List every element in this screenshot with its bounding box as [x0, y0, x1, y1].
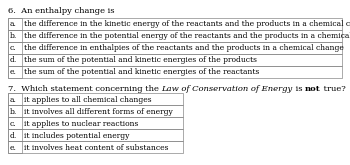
Text: b.: b.: [10, 108, 17, 115]
Text: the difference in the potential energy of the reactants and the products in a ch: the difference in the potential energy o…: [24, 33, 350, 40]
Bar: [8, 42, 22, 54]
Bar: [8, 93, 183, 105]
Bar: [8, 117, 183, 129]
Text: 6.  An enthalpy change is: 6. An enthalpy change is: [8, 7, 114, 15]
Bar: [8, 105, 183, 117]
Text: the difference in the kinetic energy of the reactants and the products in a chem: the difference in the kinetic energy of …: [24, 20, 350, 29]
Text: is: is: [293, 85, 305, 93]
Bar: [8, 141, 183, 153]
Text: a.: a.: [10, 20, 17, 29]
Text: 7.  Which statement concerning the: 7. Which statement concerning the: [8, 85, 161, 93]
Text: e.: e.: [10, 144, 17, 151]
Text: the sum of the potential and kinetic energies of the products: the sum of the potential and kinetic ene…: [24, 56, 257, 65]
Text: it includes potential energy: it includes potential energy: [24, 132, 130, 139]
Text: it involves all different forms of energy: it involves all different forms of energ…: [24, 108, 173, 115]
Text: it applies to nuclear reactions: it applies to nuclear reactions: [24, 119, 138, 128]
Text: the difference in enthalpies of the reactants and the products in a chemical cha: the difference in enthalpies of the reac…: [24, 45, 344, 52]
Text: it applies to all chemical changes: it applies to all chemical changes: [24, 96, 152, 103]
Bar: [8, 105, 22, 117]
Text: it involves heat content of substances: it involves heat content of substances: [24, 144, 168, 151]
Text: Law of Conservation of Energy: Law of Conservation of Energy: [161, 85, 293, 93]
Text: b.: b.: [10, 33, 17, 40]
Text: d.: d.: [10, 132, 17, 139]
Bar: [8, 18, 342, 30]
Bar: [8, 54, 22, 66]
Bar: [8, 18, 22, 30]
Bar: [8, 30, 22, 42]
Text: a.: a.: [10, 96, 17, 103]
Bar: [8, 129, 22, 141]
Bar: [8, 66, 342, 78]
Bar: [8, 42, 342, 54]
Bar: [8, 141, 22, 153]
Bar: [8, 117, 22, 129]
Bar: [8, 93, 22, 105]
Bar: [8, 66, 22, 78]
Text: the sum of the potential and kinetic energies of the reactants: the sum of the potential and kinetic ene…: [24, 68, 259, 77]
Text: true?: true?: [321, 85, 345, 93]
Bar: [8, 30, 342, 42]
Text: c.: c.: [10, 119, 17, 128]
Bar: [8, 129, 183, 141]
Text: d.: d.: [10, 56, 17, 65]
Text: e.: e.: [10, 68, 17, 77]
Bar: [8, 54, 342, 66]
Text: c.: c.: [10, 45, 17, 52]
Text: not: not: [305, 85, 321, 93]
